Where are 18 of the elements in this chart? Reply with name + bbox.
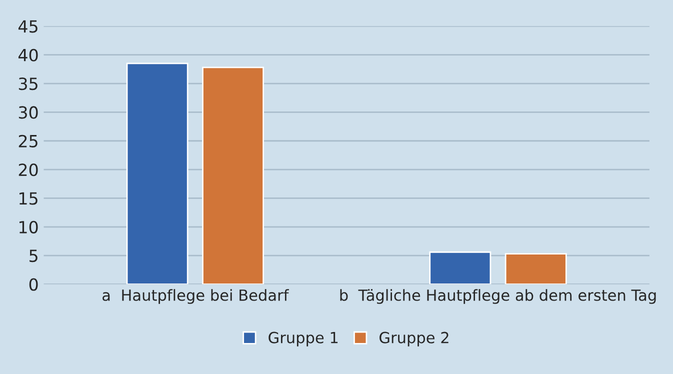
bar [202, 66, 264, 284]
bar [429, 251, 492, 284]
y-tick-label: 35 [18, 77, 38, 90]
legend-label: Gruppe 2 [380, 332, 448, 346]
x-tick-label: a Hautpflege bei Bedarf [102, 289, 289, 304]
y-tick-label: 25 [18, 134, 38, 148]
y-tick-label: 30 [18, 106, 38, 119]
y-tick-label: 0 [29, 278, 38, 291]
y-tick-label: 5 [30, 250, 38, 262]
bar [126, 62, 188, 284]
y-tick-label: 10 [20, 220, 38, 234]
y-tick-label: 15 [20, 192, 38, 205]
y-tick-label: 20 [18, 164, 38, 176]
y-tick-label: 40 [18, 48, 38, 62]
x-tick-label: b Tägliche Hautpflege ab dem ersten Tag [340, 289, 656, 304]
bar [504, 253, 567, 284]
legend-label: Gruppe 1 [268, 332, 338, 346]
y-tick-label: 45 [18, 20, 38, 33]
